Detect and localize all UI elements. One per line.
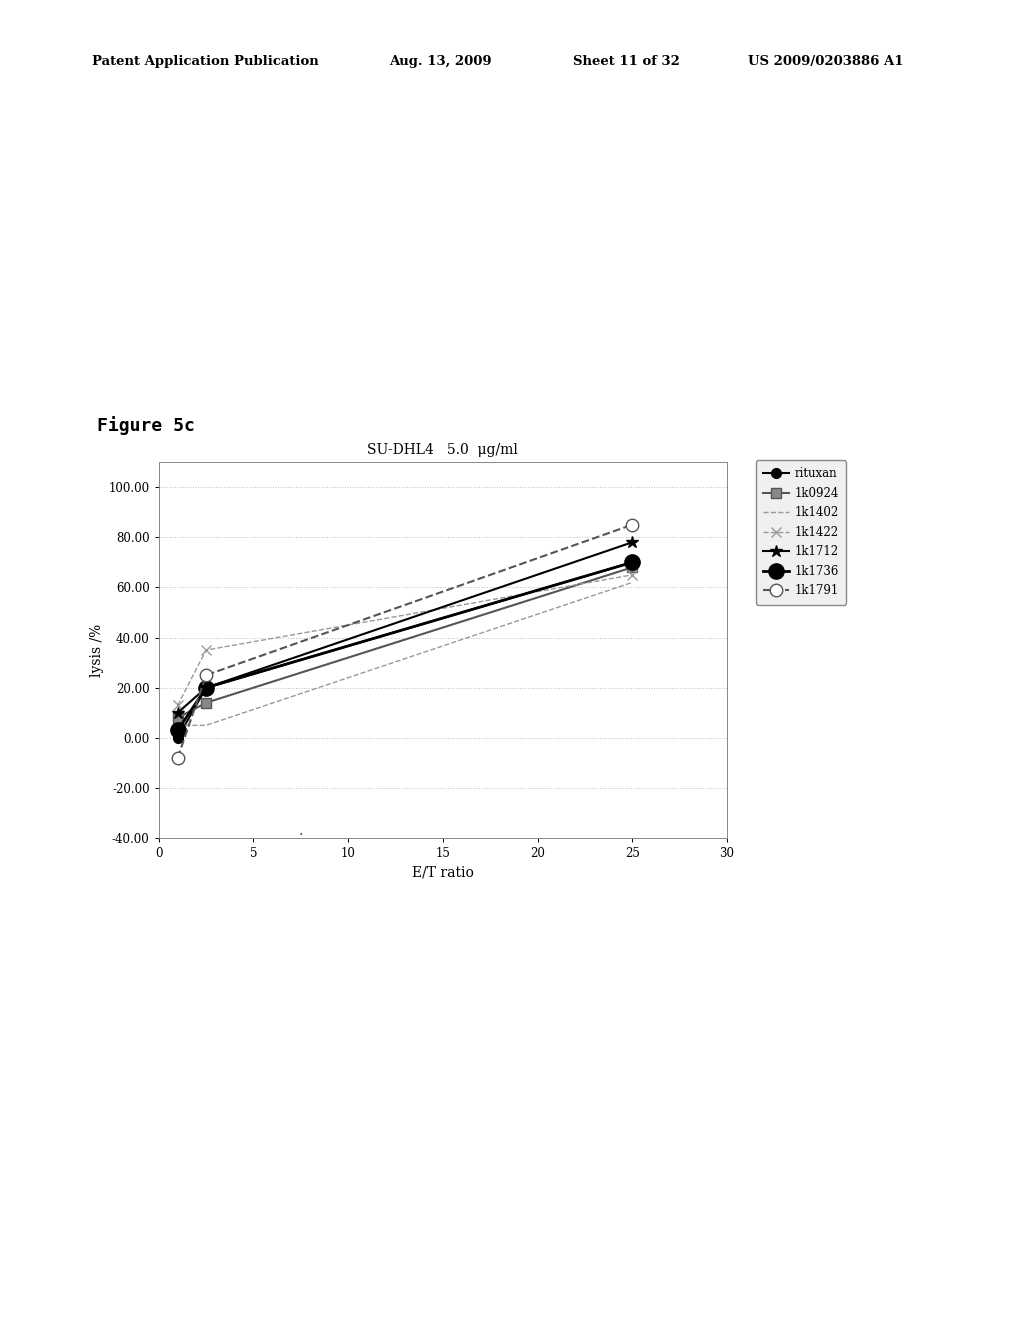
rituxan bbox=[627, 554, 639, 570]
1k1791 bbox=[200, 668, 212, 684]
1k1422 bbox=[627, 568, 639, 583]
1k0924 bbox=[200, 694, 212, 710]
1k1712 bbox=[171, 705, 184, 721]
1k1402 bbox=[171, 718, 184, 734]
1k1402 bbox=[200, 718, 212, 734]
X-axis label: E/T ratio: E/T ratio bbox=[412, 866, 474, 880]
Line: 1k0924: 1k0924 bbox=[173, 562, 637, 722]
Y-axis label: lysis /%: lysis /% bbox=[90, 623, 104, 677]
Text: Patent Application Publication: Patent Application Publication bbox=[92, 55, 318, 69]
1k1402 bbox=[627, 574, 639, 590]
1k1422 bbox=[171, 697, 184, 713]
rituxan bbox=[200, 680, 212, 696]
Line: 1k1422: 1k1422 bbox=[173, 570, 637, 710]
1k1736 bbox=[200, 680, 212, 696]
Text: US 2009/0203886 A1: US 2009/0203886 A1 bbox=[748, 55, 903, 69]
Text: Aug. 13, 2009: Aug. 13, 2009 bbox=[389, 55, 492, 69]
Line: 1k1791: 1k1791 bbox=[171, 519, 639, 764]
1k1422 bbox=[200, 643, 212, 659]
Line: rituxan: rituxan bbox=[173, 557, 637, 743]
1k1712 bbox=[200, 680, 212, 696]
Text: Figure 5c: Figure 5c bbox=[97, 416, 196, 434]
1k1736 bbox=[171, 722, 184, 738]
1k0924 bbox=[171, 710, 184, 726]
Line: 1k1402: 1k1402 bbox=[178, 582, 633, 726]
1k1712 bbox=[627, 535, 639, 550]
1k1736 bbox=[627, 554, 639, 570]
1k0924 bbox=[627, 560, 639, 576]
Title: SU-DHL4   5.0  μg/ml: SU-DHL4 5.0 μg/ml bbox=[368, 442, 518, 457]
Text: Sheet 11 of 32: Sheet 11 of 32 bbox=[573, 55, 680, 69]
1k1791 bbox=[627, 517, 639, 533]
Text: .: . bbox=[299, 824, 303, 838]
1k1791 bbox=[171, 750, 184, 766]
Line: 1k1712: 1k1712 bbox=[171, 536, 639, 719]
Legend: rituxan, 1k0924, 1k1402, 1k1422, 1k1712, 1k1736, 1k1791: rituxan, 1k0924, 1k1402, 1k1422, 1k1712,… bbox=[756, 461, 846, 605]
rituxan bbox=[171, 730, 184, 746]
Line: 1k1736: 1k1736 bbox=[170, 554, 640, 738]
